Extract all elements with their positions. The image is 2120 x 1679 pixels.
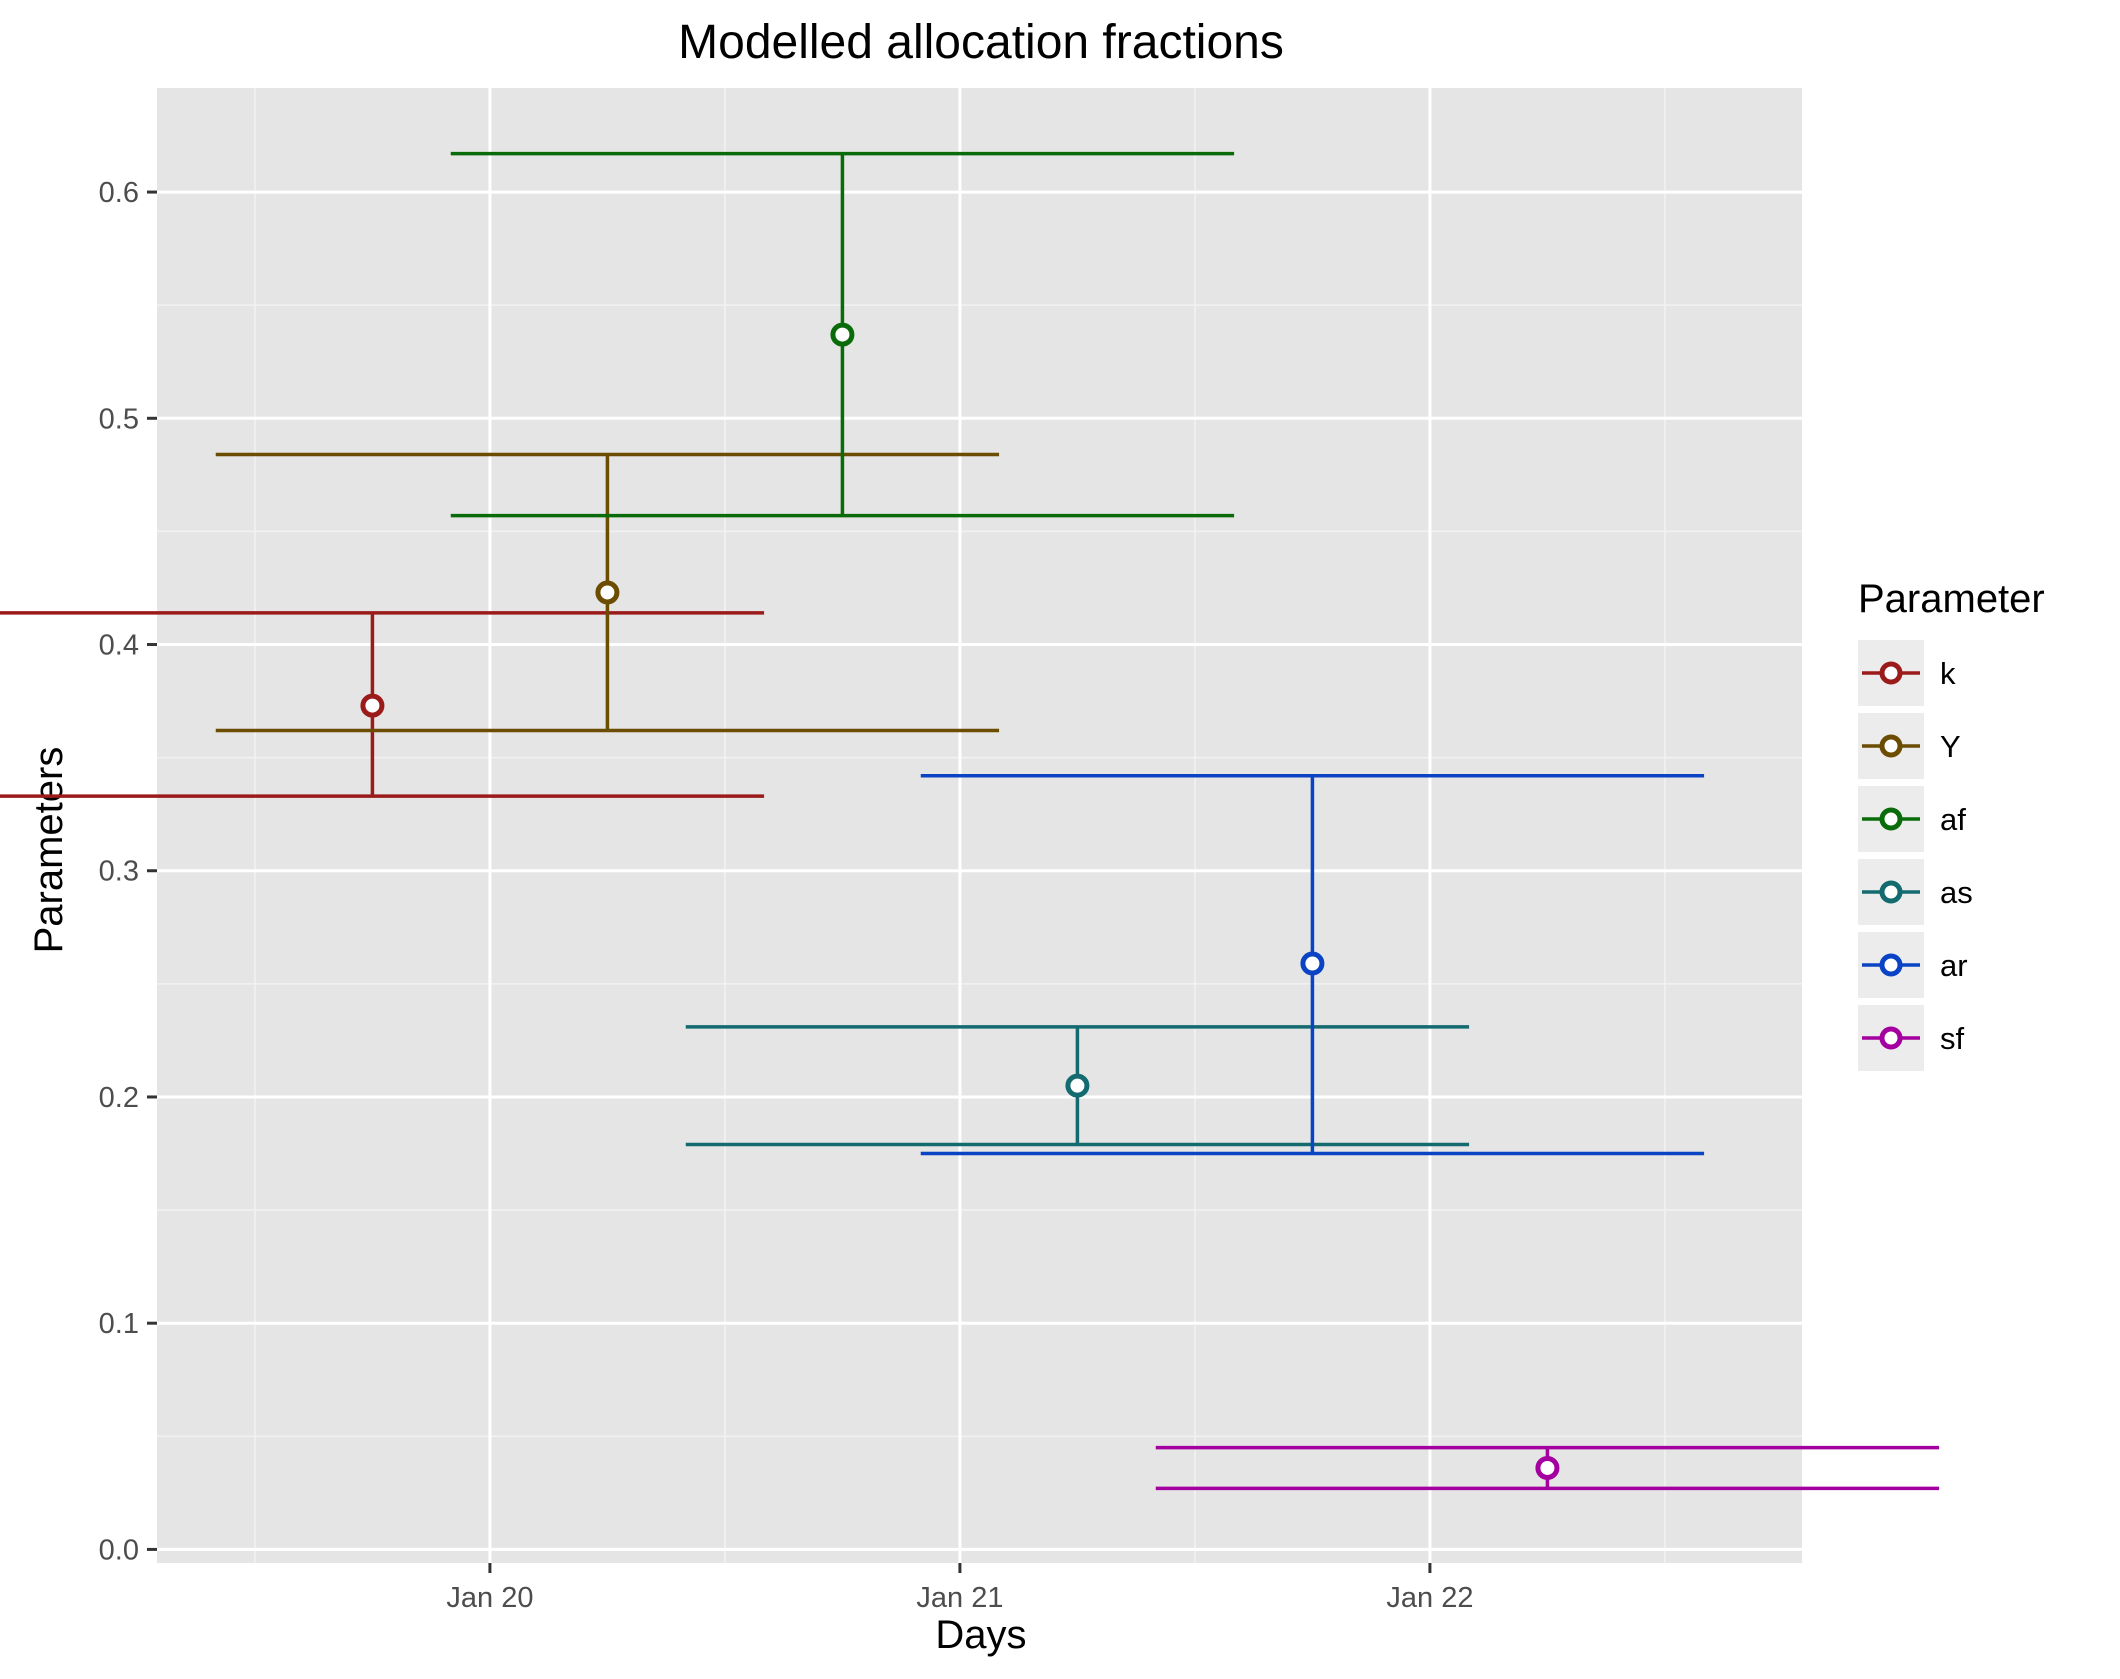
point-Y [595,580,620,605]
series-Y [215,452,1000,733]
y-tick-label: 0.0 [99,1534,139,1566]
legend-item-k: k [1858,640,1956,706]
point-as [1065,1073,1090,1098]
point-sf [1535,1455,1560,1480]
legend-item-af: af [1858,786,1966,852]
legend: k Yaf as ar sf [1858,640,1973,1071]
legend-label-as: as [1940,875,1973,910]
series-as [685,1025,1470,1147]
legend-label-af: af [1940,802,1966,837]
legend-key-point [1879,661,1903,685]
series-sf [1155,1445,1940,1491]
y-tick-label: 0.6 [99,177,139,209]
x-tick-label: Jan 22 [1386,1582,1473,1614]
legend-title: Parameter [1858,577,2045,621]
series-k [0,611,765,798]
y-tick-label: 0.4 [99,630,139,662]
legend-key-point [1879,1026,1903,1050]
legend-item-Y: Y [1858,713,1961,779]
legend-label-ar: ar [1940,948,1968,983]
y-tick-label: 0.2 [99,1082,139,1114]
y-axis-label: Parameters [27,747,71,954]
legend-label-Y: Y [1940,729,1961,764]
y-tick-label: 0.3 [99,856,139,888]
legend-item-sf: sf [1858,1005,1965,1071]
legend-key-point [1879,953,1903,977]
point-ar [1300,951,1325,976]
plot-area [0,88,1940,1563]
legend-key-point [1879,807,1903,831]
point-af [830,322,855,347]
legend-item-as: as [1858,859,1973,925]
plot-background [157,88,1802,1563]
legend-item-ar: ar [1858,932,1968,998]
axes: 0.0 0.1 0.2 0.3 0.4 0.5 0.6 Jan 20 Jan 21 Jan 22 [99,177,1474,1614]
legend-label-sf: sf [1940,1021,1965,1056]
legend-label-k: k [1940,656,1956,691]
point-k [360,693,385,718]
y-tick-label: 0.1 [99,1308,139,1340]
legend-key-point [1879,880,1903,904]
y-tick-label: 0.5 [99,403,139,435]
x-axis-label: Days [935,1613,1026,1657]
x-tick-label: Jan 20 [446,1582,533,1614]
series-ar [920,773,1705,1156]
x-tick-label: Jan 21 [916,1582,1003,1614]
series-af [450,151,1235,518]
chart-title: Modelled allocation fractions [678,16,1284,69]
legend-key-point [1879,734,1903,758]
